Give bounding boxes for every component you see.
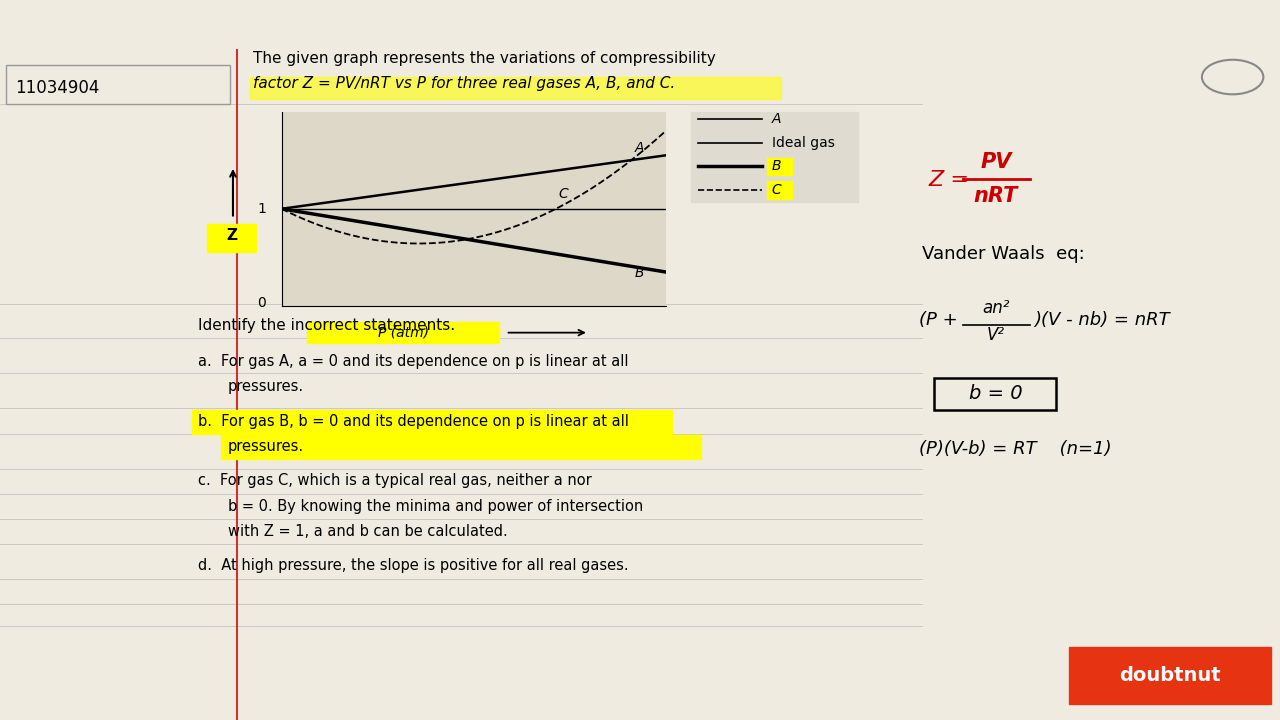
Text: The given graph represents the variations of compressibility: The given graph represents the variation… (253, 51, 717, 66)
Text: Identify the incorrect statements.: Identify the incorrect statements. (198, 318, 456, 333)
Text: 11034904: 11034904 (15, 79, 100, 97)
Text: a.  For gas A, a = 0 and its dependence on p is linear at all: a. For gas A, a = 0 and its dependence o… (198, 354, 628, 369)
Text: c.  For gas C, which is a typical real gas, neither a nor: c. For gas C, which is a typical real ga… (198, 474, 593, 488)
Text: factor Z = PV/nRT vs P for three real gases A, B, and C.: factor Z = PV/nRT vs P for three real ga… (253, 76, 676, 91)
Text: Z =: Z = (928, 170, 969, 190)
Text: pressures.: pressures. (228, 439, 303, 454)
Bar (307, 322, 499, 343)
Bar (767, 158, 792, 175)
Text: A: A (772, 112, 781, 126)
Text: pressures.: pressures. (228, 379, 303, 394)
Text: an²: an² (982, 300, 1010, 318)
Text: B: B (772, 159, 781, 174)
Text: C: C (558, 187, 568, 201)
Text: V²: V² (987, 326, 1005, 344)
Text: with Z = 1, a and b can be calculated.: with Z = 1, a and b can be calculated. (228, 524, 508, 539)
Text: d.  At high pressure, the slope is positive for all real gases.: d. At high pressure, the slope is positi… (198, 559, 628, 573)
Bar (192, 410, 672, 434)
Text: A: A (635, 141, 644, 155)
Bar (6, 65, 230, 104)
Text: Vander Waals  eq:: Vander Waals eq: (922, 246, 1084, 264)
Text: C: C (772, 183, 782, 197)
Bar (207, 224, 256, 251)
Bar (250, 77, 781, 99)
Text: P (atm): P (atm) (378, 325, 429, 340)
Bar (221, 435, 701, 459)
Bar (767, 181, 792, 199)
Text: 0: 0 (257, 296, 266, 310)
Text: b.  For gas B, b = 0 and its dependence on p is linear at all: b. For gas B, b = 0 and its dependence o… (198, 414, 630, 428)
Text: b = 0: b = 0 (969, 384, 1023, 403)
Text: (P)(V-b) = RT    (n=1): (P)(V-b) = RT (n=1) (919, 440, 1111, 458)
Bar (1069, 647, 1271, 704)
Bar (934, 378, 1056, 410)
Text: B: B (635, 266, 644, 279)
Text: Z: Z (227, 228, 237, 243)
Text: (P +: (P + (919, 312, 957, 330)
Text: b = 0. By knowing the minima and power of intersection: b = 0. By knowing the minima and power o… (228, 499, 643, 513)
Bar (691, 112, 858, 202)
Text: Ideal gas: Ideal gas (772, 135, 835, 150)
Text: doubtnut: doubtnut (1119, 666, 1221, 685)
Text: 1: 1 (257, 202, 266, 216)
Text: nRT: nRT (974, 186, 1018, 206)
Text: )(V - nb) = nRT: )(V - nb) = nRT (1034, 312, 1170, 330)
Text: PV: PV (980, 152, 1011, 172)
